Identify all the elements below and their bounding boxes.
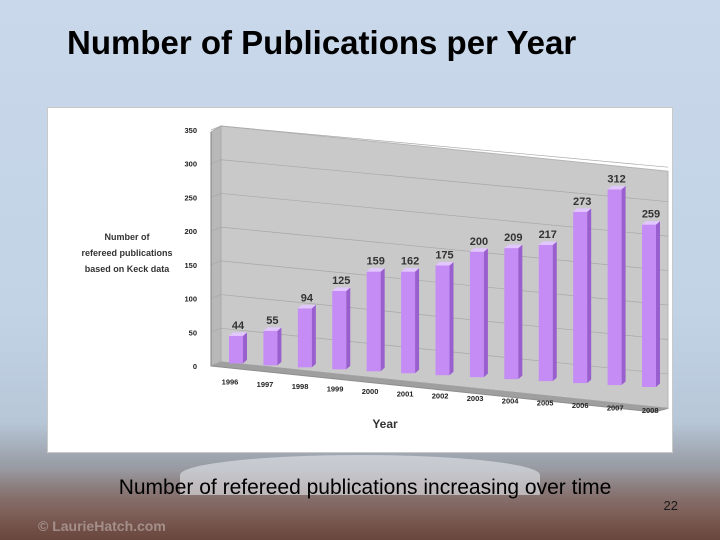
data-label: 162: [401, 256, 419, 268]
bar-top: [297, 304, 316, 309]
bar-side: [346, 287, 351, 370]
gridline: [220, 159, 669, 203]
data-label: 312: [607, 173, 625, 185]
x-tick-label: 2000: [362, 387, 379, 396]
y-axis-label-line: Number of: [105, 232, 151, 242]
data-label: 273: [573, 196, 591, 208]
x-tick-label: 1997: [257, 380, 274, 389]
x-tick-label: 2008: [642, 406, 659, 415]
bar: [435, 265, 450, 376]
chart-frame: 0 50 100 150 200 250 300 350 Number of refereed p…: [47, 107, 673, 453]
bar-side: [656, 221, 660, 388]
bar: [263, 330, 278, 366]
x-tick-label: 2004: [502, 396, 520, 405]
slide-title: Number of Publications per Year: [67, 24, 577, 61]
data-label: 159: [366, 256, 384, 268]
bar: [607, 189, 622, 386]
bar-chart: 0 50 100 150 200 250 300 350 Number of refereed p…: [81, 125, 669, 431]
x-tick-label: 2002: [432, 392, 449, 401]
bar-side: [380, 268, 385, 372]
gridline-side: [210, 193, 222, 198]
x-tick-label: 2001: [397, 389, 414, 398]
data-label: 55: [266, 315, 278, 327]
x-axis-label: Year: [372, 417, 398, 431]
bar-top: [504, 244, 523, 249]
page-number: 22: [663, 498, 678, 513]
gridline-side: [210, 159, 222, 165]
y-tick-label: 250: [184, 193, 197, 202]
x-tick-label: 2007: [607, 403, 624, 412]
data-label: 44: [232, 320, 245, 332]
y-tick-label: 200: [184, 227, 197, 236]
bar-top: [607, 185, 626, 190]
bar: [366, 271, 381, 372]
bar: [229, 335, 243, 364]
bar: [332, 290, 347, 370]
bar-top: [573, 208, 592, 212]
y-tick-label: 50: [189, 328, 197, 337]
gridline-side: [210, 226, 222, 232]
bar-side: [587, 208, 592, 384]
bar-side: [621, 185, 626, 386]
bar-side: [552, 241, 557, 382]
y-tick-label: 300: [184, 160, 197, 169]
bar-side: [449, 261, 454, 376]
bar: [538, 245, 553, 382]
gridline-side: [210, 294, 222, 299]
bar-side: [483, 248, 488, 378]
bar-side: [415, 268, 420, 374]
background-observatory-dome: [180, 455, 540, 495]
bar-top: [366, 268, 385, 272]
data-label: 125: [332, 275, 350, 287]
bar-top: [435, 261, 454, 266]
x-tick-label: 2005: [537, 399, 554, 408]
watermark: © LaurieHatch.com: [38, 518, 166, 534]
bar-side: [518, 244, 523, 380]
bar-top: [469, 248, 488, 252]
gridline: [220, 226, 669, 271]
y-tick-label: 150: [184, 261, 197, 270]
y-axis-label-line: refereed publications: [81, 248, 172, 258]
data-label: 217: [539, 229, 557, 241]
data-label: 209: [504, 232, 522, 244]
data-label: 175: [435, 249, 453, 261]
x-tick-label: 2003: [467, 394, 484, 403]
bar-side: [277, 327, 282, 366]
gridline-side: [210, 125, 222, 131]
bar: [297, 308, 312, 368]
x-tick-label: 2006: [572, 401, 589, 410]
bar: [504, 248, 519, 380]
bar-top: [263, 327, 282, 331]
data-label: 259: [642, 209, 660, 221]
bar: [573, 211, 588, 384]
gridline-side: [210, 361, 222, 367]
data-label: 200: [470, 236, 488, 248]
bar-top: [538, 241, 557, 246]
slide-caption: Number of refereed publications increasi…: [118, 476, 612, 499]
bar: [469, 251, 484, 378]
data-label: 94: [301, 292, 314, 304]
bar-top: [401, 268, 420, 272]
y-axis-label-line: based on Keck data: [85, 264, 171, 274]
y-tick-label: 100: [184, 295, 197, 304]
y-tick-label: 350: [184, 126, 197, 135]
gridline: [220, 193, 669, 237]
gridline-side: [210, 260, 222, 266]
bar-side: [243, 332, 247, 364]
x-tick-label: 1999: [327, 385, 344, 394]
bar: [642, 224, 656, 388]
bar: [401, 271, 416, 374]
x-tick-label: 1996: [222, 377, 239, 386]
gridline: [220, 361, 669, 409]
y-tick-label: 0: [193, 362, 197, 371]
bar-top: [332, 287, 351, 291]
bar-top: [642, 221, 660, 225]
gridline: [220, 125, 669, 168]
gridline-side: [210, 327, 222, 333]
x-tick-label: 1998: [292, 382, 309, 391]
bar-top: [229, 332, 247, 336]
bar-side: [311, 304, 316, 368]
